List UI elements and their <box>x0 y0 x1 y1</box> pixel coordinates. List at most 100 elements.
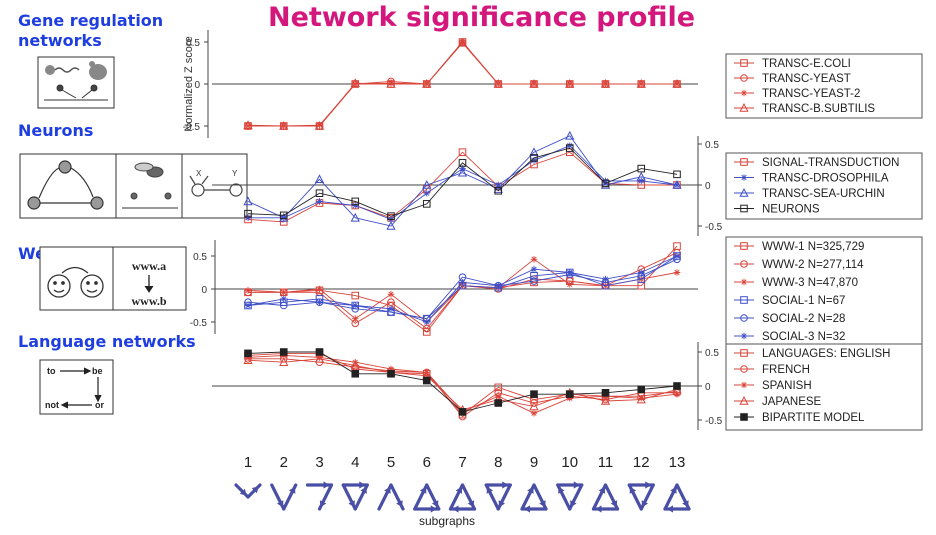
series-signal-transduction <box>244 148 681 226</box>
y-tick-label: 0 <box>194 80 200 91</box>
series-neurons <box>244 144 681 220</box>
neuron-x-label: X <box>196 169 202 178</box>
subgraph-glyph-6 <box>413 483 441 513</box>
legend-entry: WWW-3 N=47,870 <box>762 277 858 289</box>
legend-entry: FRENCH <box>762 364 810 376</box>
legend-box <box>725 236 923 360</box>
glyph-arrowhead <box>486 486 494 494</box>
data-point <box>314 174 325 184</box>
legend-box <box>725 152 923 220</box>
data-point <box>637 164 646 173</box>
x-tick-label: 8 <box>494 454 502 471</box>
data-point <box>494 282 502 289</box>
data-point <box>673 170 681 179</box>
feedforward-loop-icon <box>27 160 104 210</box>
legend-marker <box>740 89 748 97</box>
legend-marker <box>740 204 748 213</box>
legend-entry: TRANSC-SEA-URCHIN <box>762 188 885 200</box>
data-point <box>494 186 503 195</box>
y-tick-label: 0.5 <box>186 38 200 49</box>
category-line: Neurons <box>18 121 94 140</box>
data-point <box>386 221 396 230</box>
glyph-arrowhead <box>452 505 459 513</box>
glyph-arrowhead <box>360 486 367 494</box>
legend: WWW-1 N=325,729 WWW-2 N=277,114 WWW-3 N=47… <box>725 236 923 360</box>
y-tick-label: 0.5 <box>705 140 719 151</box>
legend-entry: JAPANESE <box>762 396 822 408</box>
glyph-arrowhead <box>570 500 577 508</box>
data-point <box>422 200 431 208</box>
glyph-arrowhead <box>502 481 509 489</box>
data-point <box>279 348 288 356</box>
series-line <box>247 147 678 217</box>
data-point <box>636 171 646 181</box>
data-point <box>673 390 681 398</box>
legend: LANGUAGES: ENGLISH FRENCH SPANISH JAPANESE B… <box>725 343 923 431</box>
panel-2: -0.5 0 0.5 SIGNAL-TRANSDUCTION TRANSC-DROSOP… <box>212 130 923 236</box>
data-point <box>422 324 431 333</box>
lang-to-label: to <box>47 366 56 376</box>
subgraph-glyph-2 <box>270 483 298 511</box>
data-point <box>457 37 468 47</box>
x-tick-label: 4 <box>351 454 359 471</box>
data-point <box>280 295 288 303</box>
legend-entry: TRANSC-DROSOPHILA <box>762 173 889 185</box>
data-point <box>566 394 574 402</box>
category-line: networks <box>18 31 102 50</box>
y-tick-label: 0.5 <box>705 348 719 359</box>
data-point <box>566 281 574 288</box>
glyph-arrowhead <box>396 500 403 508</box>
data-point <box>279 121 289 130</box>
y-tick-label: -0.5 <box>705 416 723 427</box>
data-point <box>636 79 646 88</box>
data-point <box>244 287 252 294</box>
data-point <box>530 277 538 285</box>
legend-entry: SOCIAL-2 N=28 <box>762 313 845 325</box>
data-point <box>350 360 360 370</box>
x-tick-label: 9 <box>530 454 538 471</box>
subgraph-glyph-7 <box>448 483 477 513</box>
data-point <box>673 269 681 276</box>
legend-marker <box>739 103 749 112</box>
y-axis-label: Normalized Z score <box>183 36 195 131</box>
data-point <box>565 79 575 88</box>
glyph-arrowhead <box>430 505 437 513</box>
data-point <box>637 385 646 394</box>
legend-marker <box>740 296 748 304</box>
www-arrow-head <box>144 285 154 293</box>
data-point <box>243 120 253 129</box>
www-a-label: www.a <box>132 259 166 273</box>
y-tick-label: 0.5 <box>193 252 207 263</box>
glyph-arrowhead <box>524 505 530 513</box>
gene-protein-icon <box>45 61 107 80</box>
legend-marker <box>740 332 748 340</box>
glyph-arrowhead <box>595 505 602 513</box>
data-point <box>423 189 431 197</box>
legend-entry: SPANISH <box>762 380 812 392</box>
lang-or-label: or <box>95 400 104 410</box>
subgraph-glyph-8 <box>484 481 512 511</box>
lang-not-label: not <box>45 400 59 410</box>
data-point <box>636 394 646 404</box>
data-point <box>423 318 431 326</box>
glyph-arrowhead <box>645 481 652 489</box>
data-point <box>244 122 252 130</box>
data-point <box>350 212 360 222</box>
series-line <box>247 358 678 411</box>
data-point <box>529 147 539 156</box>
legend-entry: SOCIAL-1 N=67 <box>762 295 845 307</box>
data-point <box>529 79 539 88</box>
y-tick-label: 0 <box>705 382 711 393</box>
subgraph-glyph-4 <box>341 481 369 511</box>
x-tick-label: 1 <box>244 454 252 471</box>
data-point <box>673 252 681 260</box>
data-point <box>422 79 432 88</box>
data-point <box>529 401 539 411</box>
glyph-arrowhead <box>431 500 439 508</box>
data-point <box>565 144 574 152</box>
legend-entry: SOCIAL-3 N=32 <box>762 331 845 343</box>
legend-marker <box>740 158 748 166</box>
fly-icon <box>122 162 178 209</box>
glyph-arrowhead <box>319 500 327 508</box>
